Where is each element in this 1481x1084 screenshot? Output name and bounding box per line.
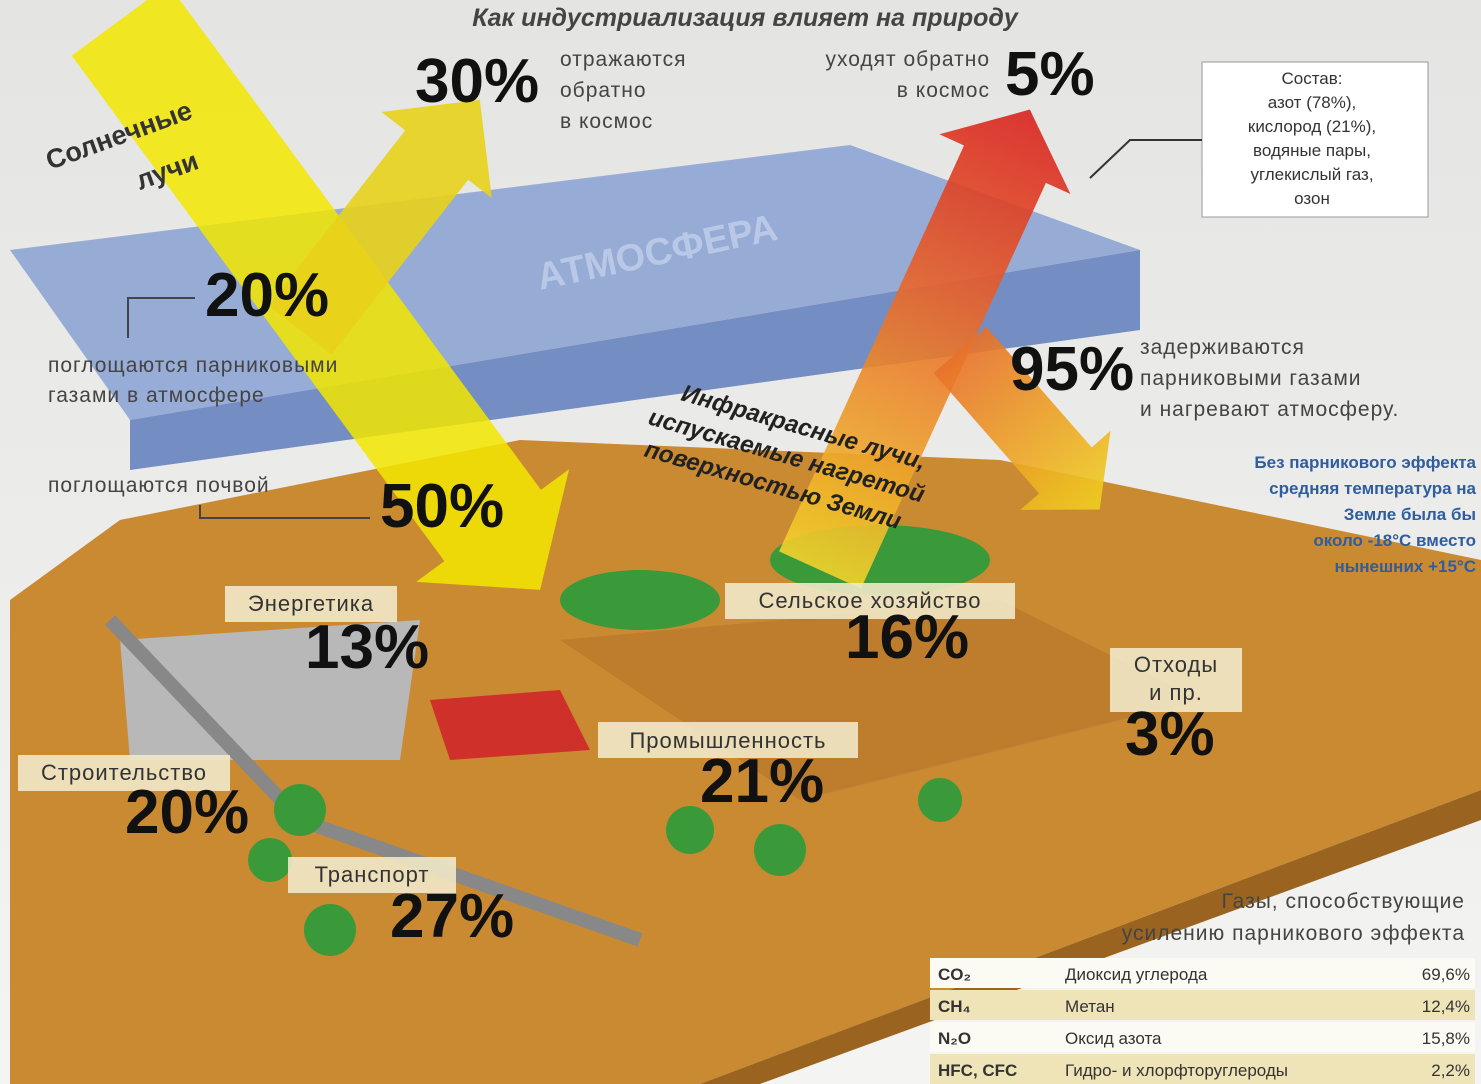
sector-percent: 27% — [390, 882, 514, 951]
caption: в космос — [560, 110, 653, 133]
gas-name: Оксид азота — [1065, 1029, 1162, 1048]
gas-share: 15,8% — [1422, 1029, 1470, 1048]
note: Земле была бы — [1344, 505, 1476, 524]
note: около -18°С вместо — [1313, 531, 1476, 550]
table-row — [930, 990, 1475, 1020]
gas-name: Метан — [1065, 997, 1115, 1016]
caption: поглощаются почвой — [48, 474, 270, 497]
composition-text: кислород (21%), — [1248, 117, 1376, 136]
caption: задерживаются — [1140, 336, 1305, 359]
table-row — [930, 1022, 1475, 1052]
sector-percent: 16% — [845, 603, 969, 672]
composition-text: азот (78%), — [1268, 93, 1357, 112]
sector-percent: 13% — [305, 613, 429, 682]
infographic: Как индустриализация влияет на природу А… — [0, 0, 1481, 1084]
sector-percent: 3% — [1125, 700, 1215, 769]
percent: 50% — [380, 472, 504, 541]
composition-text: Состав: — [1281, 69, 1342, 88]
gas-share: 12,4% — [1422, 997, 1470, 1016]
caption: отражаются — [560, 48, 686, 71]
gas-formula: CH₄ — [938, 997, 971, 1016]
caption: уходят обратно — [825, 48, 990, 71]
composition-text: водяные пары, — [1253, 141, 1371, 160]
percent: 5% — [1005, 40, 1095, 109]
percent: 20% — [205, 261, 329, 330]
caption: парниковыми газами — [1140, 367, 1362, 390]
gas-name: Диоксид углерода — [1065, 965, 1208, 984]
caption: и нагревают атмосферу. — [1140, 398, 1399, 421]
gas-formula: CO₂ — [938, 965, 971, 984]
caption: в космос — [897, 79, 990, 102]
gas-share: 69,6% — [1422, 965, 1470, 984]
gases-title: Газы, способствующие — [1221, 890, 1465, 913]
note: Без парникового эффекта — [1254, 453, 1476, 472]
sector-percent: 20% — [125, 778, 249, 847]
composition-text: озон — [1294, 189, 1330, 208]
note: нынешних +15°С — [1335, 557, 1477, 576]
caption: обратно — [560, 79, 647, 102]
gas-formula: HFC, CFC — [938, 1061, 1017, 1080]
percent: 30% — [415, 47, 539, 116]
note: средняя температура на — [1269, 479, 1476, 498]
gas-name: Гидро- и хлорфторуглероды — [1065, 1061, 1288, 1080]
composition-text: углекислый газ, — [1250, 165, 1373, 184]
caption: газами в атмосфере — [48, 384, 265, 407]
title: Как индустриализация влияет на природу — [472, 4, 1019, 32]
gas-share: 2,2% — [1431, 1061, 1470, 1080]
gas-formula: N₂O — [938, 1029, 971, 1048]
percent: 95% — [1010, 335, 1134, 404]
gases-title: усилению парникового эффекта — [1122, 922, 1465, 945]
caption: поглощаются парниковыми — [48, 354, 338, 377]
sector-name: Отходы — [1134, 652, 1218, 677]
sector-percent: 21% — [700, 747, 824, 816]
